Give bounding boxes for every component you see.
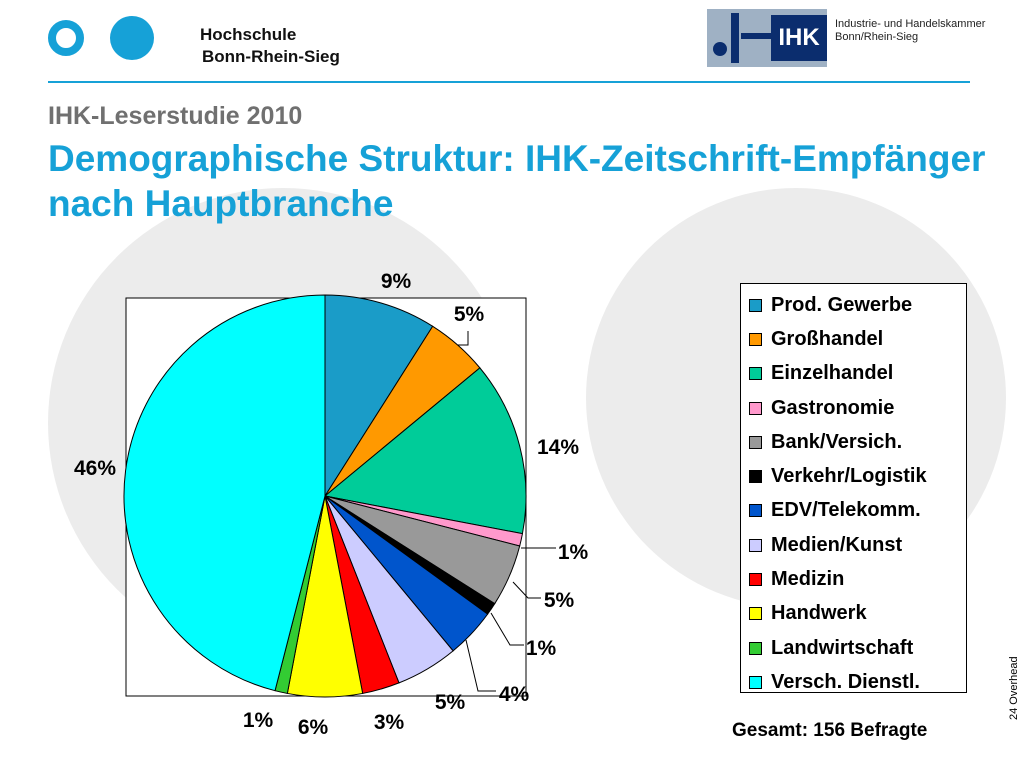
- hochschule-name-line2: Bonn-Rhein-Sieg: [202, 47, 340, 66]
- slide-title: Demographische Struktur: IHK-Zeitschrift…: [48, 138, 986, 224]
- legend-swatch: [749, 367, 762, 381]
- legend-label: Prod. Gewerbe: [771, 293, 913, 316]
- legend-label: Versch. Dienstl.: [771, 670, 920, 693]
- data-label-handwerk: 6%: [298, 716, 329, 739]
- legend-swatch: [749, 538, 762, 552]
- legend-swatch: [749, 298, 762, 312]
- legend-item-landwirtschaft: Landwirtschaft: [749, 631, 966, 665]
- legend-swatch: [749, 504, 762, 518]
- leader-line-bank-versich: [512, 581, 541, 599]
- legend-label: Einzelhandel: [771, 362, 894, 385]
- header-divider: [48, 81, 970, 83]
- slide-subtitle: IHK-Leserstudie 2010: [48, 102, 303, 130]
- legend-label: Medien/Kunst: [771, 533, 903, 556]
- pie-slice-einzelhandel: [323, 367, 527, 535]
- pie-slice-prod-gewerbe: [324, 294, 434, 498]
- page-number: 24 Overhead: [1008, 656, 1020, 720]
- data-label-einzelhandel: 14%: [537, 436, 579, 459]
- ihk-logo-dash-icon: [741, 33, 771, 39]
- legend-item-einzelhandel: Einzelhandel: [749, 357, 966, 391]
- page-number-value: 24: [1008, 707, 1020, 720]
- legend-label: Bank/Versich.: [771, 430, 903, 453]
- legend-item-verkehr-logistik: Verkehr/Logistik: [749, 459, 966, 493]
- ihk-logo: IHK: [707, 9, 827, 67]
- legend-item-edv-telekomm: EDV/Telekomm.: [749, 494, 966, 528]
- data-label-grosshandel: 5%: [454, 303, 485, 326]
- data-label-verkehr-logistik: 1%: [526, 637, 557, 660]
- ihk-name: Industrie- und Handelskammer Bonn/Rhein-…: [835, 18, 985, 44]
- chart-legend: Prod. Gewerbe Großhandel Einzelhandel Gastr…: [740, 283, 967, 693]
- ihk-logo-ball-icon: [713, 42, 727, 56]
- hochschule-name-line1: Hochschule: [200, 25, 297, 44]
- legend-item-medien-kunst: Medien/Kunst: [749, 528, 966, 562]
- legend-swatch: [749, 435, 762, 449]
- data-label-prod-gewerbe: 9%: [381, 270, 412, 293]
- total-respondents: Gesamt: 156 Befragte: [732, 720, 928, 741]
- legend-swatch: [749, 332, 762, 346]
- legend-label: Großhandel: [771, 327, 884, 350]
- legend-item-prod-gewerbe: Prod. Gewerbe: [749, 288, 966, 322]
- hochschule-name: Hochschule Bonn-Rhein-Sieg: [200, 24, 340, 68]
- ring-icon: [48, 20, 84, 56]
- legend-item-handwerk: Handwerk: [749, 597, 966, 631]
- data-label-medizin: 3%: [374, 711, 405, 734]
- legend-label: Verkehr/Logistik: [771, 465, 927, 488]
- ihk-logo-text: IHK: [771, 15, 827, 61]
- leader-line-verkehr-logistik: [490, 612, 524, 646]
- data-label-medien-kunst: 5%: [435, 691, 466, 714]
- pie-slice-versch-dienstl: [123, 294, 326, 692]
- leader-line-grosshandel: [458, 331, 469, 346]
- legend-swatch: [749, 573, 762, 587]
- legend-label: EDV/Telekomm.: [771, 499, 921, 522]
- ihk-name-line2: Bonn/Rhein-Sieg: [835, 31, 919, 43]
- legend-label: Medizin: [771, 568, 845, 591]
- data-label-edv-telekomm: 4%: [499, 683, 530, 706]
- legend-item-bank-versich: Bank/Versich.: [749, 425, 966, 459]
- legend-item-versch-dienstl: Versch. Dienstl.: [749, 665, 966, 699]
- legend-item-grosshandel: Großhandel: [749, 322, 966, 356]
- leader-line-edv-telekomm: [465, 639, 496, 692]
- page-number-label: Overhead: [1008, 656, 1020, 705]
- data-label-landwirtschaft: 1%: [243, 709, 274, 732]
- ihk-logo-bar-icon: [731, 13, 739, 63]
- legend-swatch: [749, 641, 762, 655]
- legend-swatch: [749, 401, 762, 415]
- data-label-gastronomie: 1%: [558, 541, 589, 564]
- data-label-bank-versich: 5%: [544, 589, 575, 612]
- dot-icon: [110, 16, 154, 60]
- legend-item-medizin: Medizin: [749, 562, 966, 596]
- legend-swatch: [749, 675, 762, 689]
- ihk-name-line1: Industrie- und Handelskammer: [835, 18, 986, 30]
- hochschule-logo: [48, 16, 208, 68]
- legend-label: Handwerk: [771, 602, 867, 625]
- legend-swatch: [749, 607, 762, 621]
- legend-item-gastronomie: Gastronomie: [749, 391, 966, 425]
- legend-label: Gastronomie: [771, 396, 895, 419]
- legend-label: Landwirtschaft: [771, 636, 914, 659]
- legend-swatch: [749, 470, 762, 484]
- data-label-versch-dienstl: 46%: [74, 457, 116, 480]
